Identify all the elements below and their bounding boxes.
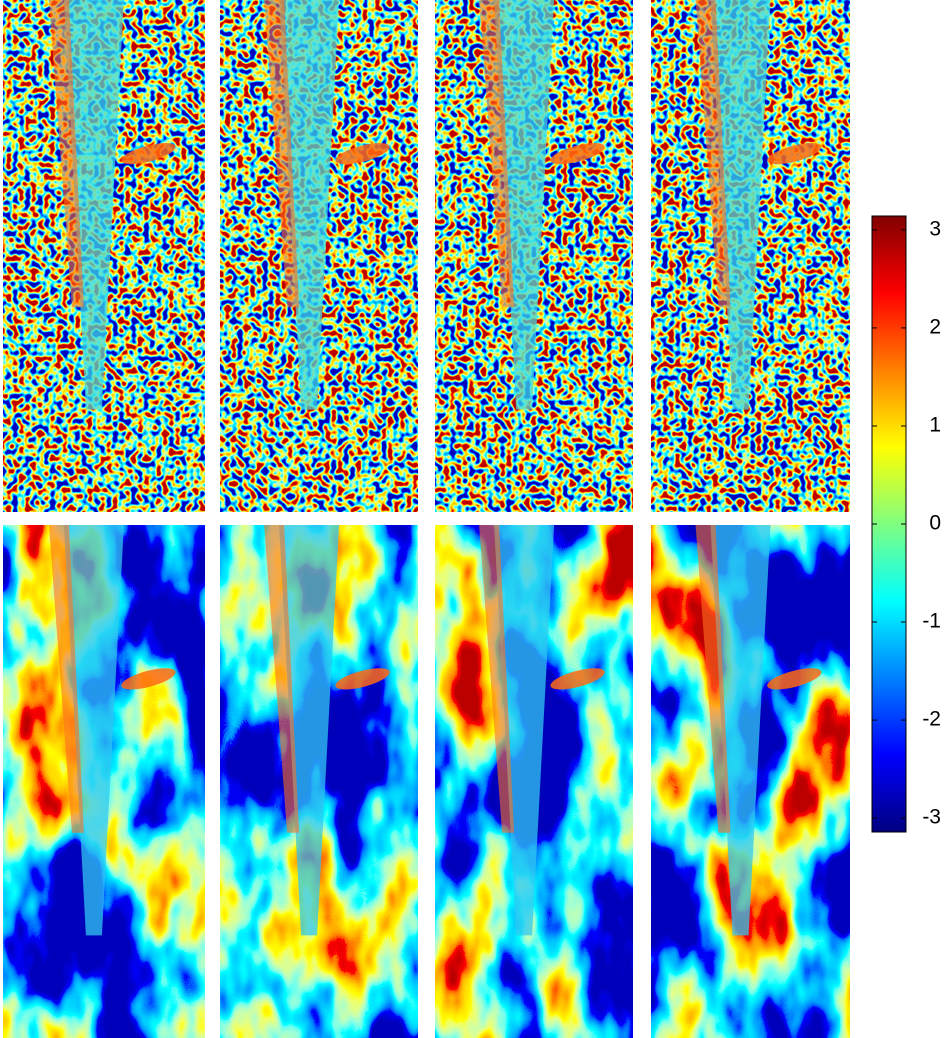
- colorbar-axis: -3 -2 -1 0 1 2 3: [872, 217, 941, 829]
- panel-content: [435, 0, 633, 512]
- feature: [767, 143, 822, 165]
- stripe: [710, 0, 771, 410]
- tick-label: 0: [929, 512, 941, 535]
- panel-content: [3, 525, 205, 1038]
- stripe-edge: [695, 525, 731, 833]
- phase-map: [220, 525, 418, 1038]
- panel-content: [3, 0, 205, 512]
- tick-label: 1: [929, 414, 941, 437]
- stripe-edge: [695, 0, 731, 308]
- feature: [335, 143, 390, 165]
- feature: [121, 143, 176, 165]
- phase-map: [435, 525, 633, 1038]
- stripe: [710, 525, 771, 936]
- stripe: [494, 525, 555, 936]
- tick-label: -2: [922, 708, 941, 731]
- phase-map: [651, 0, 850, 512]
- feature: [550, 668, 605, 690]
- feature: [335, 668, 390, 690]
- feature: [121, 668, 176, 690]
- stripe: [63, 525, 124, 936]
- stripe-edge: [48, 0, 84, 308]
- stripe-edge: [264, 525, 300, 833]
- stripe: [279, 0, 340, 410]
- phase-map: [435, 0, 633, 512]
- phase-maps: [3, 0, 850, 1038]
- panel-content: [651, 0, 850, 512]
- tick-label: 2: [929, 315, 941, 338]
- stripe-edge: [479, 525, 515, 833]
- feature: [767, 668, 822, 690]
- tick-label: -1: [922, 610, 941, 633]
- phase-map: [651, 525, 850, 1038]
- panel-content: [651, 525, 850, 1038]
- stripe: [494, 0, 555, 410]
- stripe: [63, 0, 124, 410]
- phase-map: [220, 0, 418, 512]
- feature: [550, 143, 605, 165]
- panel-content: [435, 525, 633, 1038]
- tick-label: 3: [929, 217, 941, 240]
- stripe-edge: [48, 525, 84, 833]
- phase-map: [3, 525, 205, 1038]
- phase-map: [3, 0, 205, 512]
- panel-content: [220, 0, 418, 512]
- tick-label: -3: [922, 806, 941, 829]
- stripe: [279, 525, 340, 936]
- colorbar: [871, 215, 907, 833]
- panel-content: [220, 525, 418, 1038]
- stripe-edge: [264, 0, 300, 308]
- stripe-edge: [479, 0, 515, 308]
